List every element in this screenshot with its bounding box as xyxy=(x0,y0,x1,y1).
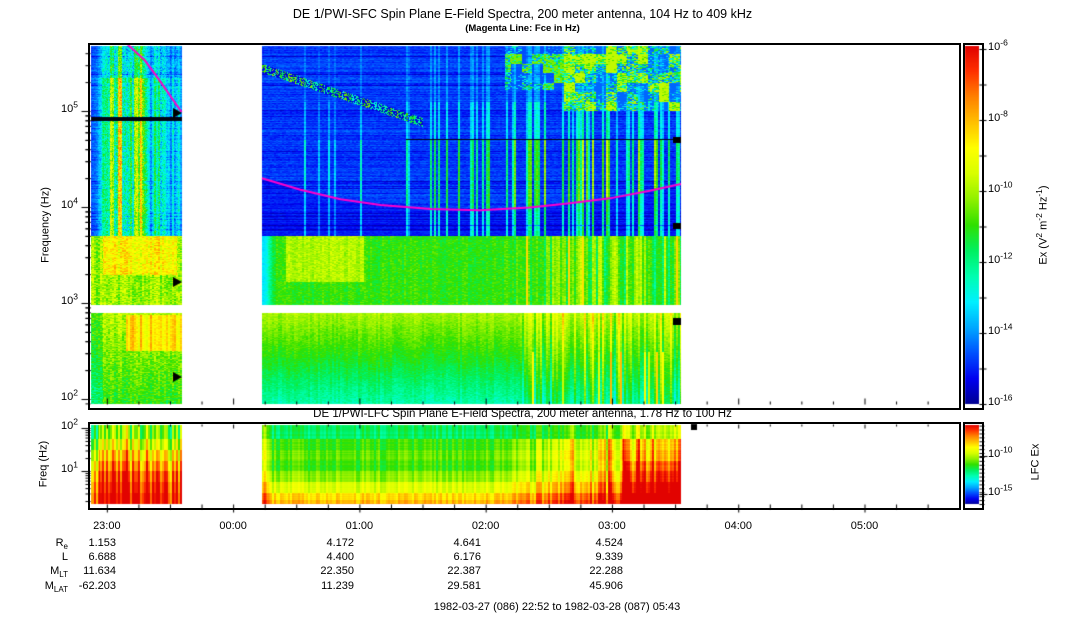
tick-exp: -8 xyxy=(1000,108,1008,119)
sfc-ytick-label: 103 xyxy=(44,292,78,307)
tick-base: 10 xyxy=(61,391,74,403)
lfc-title: DE 1/PWI-LFC Spin Plane E-Field Spectra,… xyxy=(313,408,732,420)
eph-label-main: M xyxy=(50,565,60,577)
tick-exp: 3 xyxy=(73,291,78,302)
sfc-colorbar-tick-label: 10-10 xyxy=(988,180,1034,195)
sfc-colorbar-axis-label: Ex (V2 m-2 Hz-1) xyxy=(1034,185,1051,265)
ephemeris-value: 45.906 xyxy=(589,580,623,592)
sfc-colorbar-tick-label: 10-8 xyxy=(988,109,1034,124)
sfc-colorbar-tick-label: 10-14 xyxy=(988,322,1034,337)
tick-base: 10 xyxy=(988,486,1001,498)
tick-base: 10 xyxy=(61,199,74,211)
cb1-label-sup: -1 xyxy=(1033,189,1044,197)
eph-label-sub: LT xyxy=(59,570,68,580)
ephemeris-value: 22.387 xyxy=(447,565,481,577)
cb1-label-text: Hz xyxy=(1037,196,1050,214)
sfc-colorbar-tick-label: 10-6 xyxy=(988,38,1034,53)
lfc-ytick-label: 101 xyxy=(44,460,78,475)
time-tick-label: 02:00 xyxy=(471,520,500,532)
tick-exp: -14 xyxy=(1000,321,1013,332)
time-tick-label: 03:00 xyxy=(598,520,626,532)
sfc-colorbar-tick-label: 10-16 xyxy=(988,393,1034,408)
tick-exp: 2 xyxy=(73,416,78,427)
footer-timerange: 1982-03-27 (086) 22:52 to 1982-03-28 (08… xyxy=(433,601,681,613)
lfc-colorbar-tick-label: 10-15 xyxy=(988,483,1034,498)
sfc-ytick-label: 102 xyxy=(44,388,78,403)
ephemeris-value: 22.288 xyxy=(589,565,623,577)
ephemeris-value: 4.524 xyxy=(595,537,623,549)
tick-exp: 2 xyxy=(73,387,78,398)
sfc-colorbar-tick-label: 10-12 xyxy=(988,251,1034,266)
ephemeris-value: 1.153 xyxy=(88,537,116,549)
ephemeris-value: -62.203 xyxy=(78,580,116,592)
ephemeris-value: 4.400 xyxy=(326,551,354,563)
sfc-title: DE 1/PWI-SFC Spin Plane E-Field Spectra,… xyxy=(292,7,753,21)
lfc-colorbar-tick-label: 10-10 xyxy=(988,445,1034,460)
cb1-label-text: m xyxy=(1037,220,1050,233)
eph-label-main: L xyxy=(61,551,68,563)
tick-base: 10 xyxy=(988,183,1001,195)
tick-exp: -10 xyxy=(1000,179,1013,190)
tick-base: 10 xyxy=(988,41,1001,53)
tick-exp: -16 xyxy=(1000,392,1013,403)
tick-base: 10 xyxy=(61,103,74,115)
tick-exp: -10 xyxy=(1000,444,1013,455)
ephemeris-value: 6.688 xyxy=(88,551,116,563)
time-tick-label: 05:00 xyxy=(850,520,879,532)
tick-base: 10 xyxy=(988,325,1001,337)
ephemeris-value: 6.176 xyxy=(453,551,481,563)
ephemeris-row-label: MLT xyxy=(18,565,68,580)
cb1-label-sup: -2 xyxy=(1033,213,1044,221)
tick-exp: -15 xyxy=(1000,482,1013,493)
tick-exp: 4 xyxy=(73,195,78,206)
ephemeris-value: 9.339 xyxy=(595,551,623,563)
ephemeris-value: 11.634 xyxy=(83,565,116,577)
time-tick-label: 00:00 xyxy=(219,520,247,532)
time-tick-label: 01:00 xyxy=(345,520,374,532)
cb1-label-text: ) xyxy=(1037,185,1050,190)
time-tick-label: 23:00 xyxy=(93,520,121,532)
tick-base: 10 xyxy=(988,254,1001,266)
tick-base: 10 xyxy=(61,463,74,475)
ephemeris-value: 4.641 xyxy=(453,537,481,549)
time-tick-label: 04:00 xyxy=(724,520,752,532)
tick-base: 10 xyxy=(988,396,1001,408)
eph-label-sub: e xyxy=(63,542,68,552)
lfc-ytick-label: 102 xyxy=(44,417,78,432)
tick-base: 10 xyxy=(988,112,1001,124)
ephemeris-row-label: Re xyxy=(18,537,68,552)
tick-exp: 1 xyxy=(73,459,78,470)
eph-label-main: M xyxy=(44,580,54,592)
sfc-subtitle: (Magenta Line: Fce in Hz) xyxy=(465,23,580,34)
eph-label-main: R xyxy=(55,537,64,549)
tick-base: 10 xyxy=(61,420,74,432)
ephemeris-value: 4.172 xyxy=(326,537,354,549)
tick-base: 10 xyxy=(61,295,74,307)
ephemeris-row-label: L xyxy=(18,551,68,563)
sfc-ytick-label: 105 xyxy=(44,100,78,115)
eph-label-sub: LAT xyxy=(53,585,68,595)
tick-exp: -12 xyxy=(1000,250,1013,261)
tick-exp: 5 xyxy=(73,99,78,110)
ephemeris-value: 29.581 xyxy=(447,580,481,592)
ephemeris-value: 11.239 xyxy=(321,580,354,592)
tick-base: 10 xyxy=(988,448,1001,460)
sfc-ytick-label: 104 xyxy=(44,196,78,211)
ephemeris-row-label: MLAT xyxy=(18,580,68,595)
cb1-label-text: Ex (V xyxy=(1037,237,1050,265)
cb1-label-sup: 2 xyxy=(1033,232,1044,238)
tick-exp: -6 xyxy=(1000,37,1008,48)
ephemeris-value: 22.350 xyxy=(320,565,354,577)
